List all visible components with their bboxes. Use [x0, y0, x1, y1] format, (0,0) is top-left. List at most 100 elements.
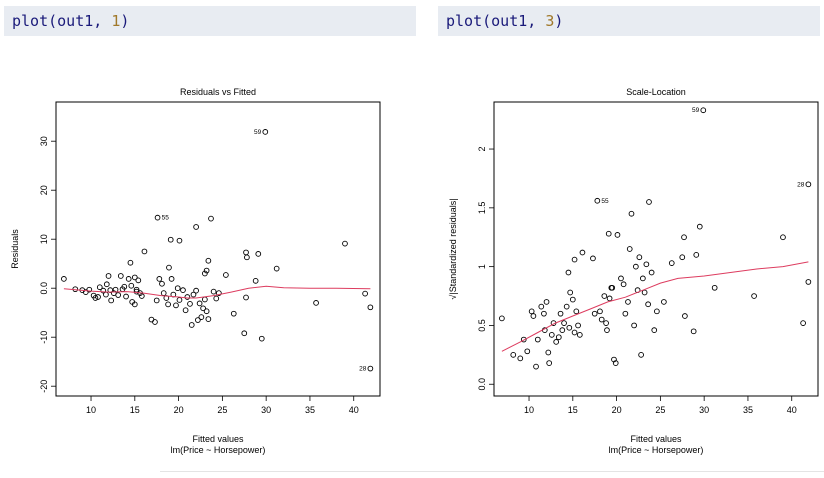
- y-tick-label: 10: [39, 234, 49, 244]
- data-point: [538, 303, 545, 310]
- data-point: [203, 308, 210, 315]
- code-cell-plot-3: plot(out1, 3): [438, 6, 820, 36]
- code-arg: out1: [57, 12, 94, 30]
- code-arg: out1: [491, 12, 528, 30]
- code-fn: plot: [12, 12, 49, 30]
- data-point: [173, 302, 179, 309]
- x-axis-label: Fitted values: [192, 434, 244, 444]
- data-point: [601, 293, 608, 299]
- code-fn: plot: [446, 12, 483, 30]
- data-point: [168, 276, 175, 282]
- data-point: [620, 281, 627, 288]
- code-cell-plot-1: plot(out1, 1): [4, 6, 416, 36]
- data-point: [208, 215, 214, 222]
- data-point: [626, 246, 633, 252]
- x-axis-sublabel: lm(Price ~ Horsepower): [171, 445, 266, 455]
- code-num: 1: [111, 12, 121, 30]
- data-point: [641, 289, 648, 296]
- data-point: [103, 291, 109, 298]
- data-point: [156, 276, 163, 282]
- y-tick-label: 0.0: [477, 378, 487, 391]
- data-point: [681, 234, 687, 241]
- data-point: [223, 272, 229, 278]
- data-point: [711, 284, 718, 291]
- data-point: [367, 365, 374, 372]
- data-point: [195, 317, 201, 323]
- point-label: 28: [797, 181, 805, 188]
- x-tick-label: 25: [655, 405, 665, 415]
- chart-title: Residuals vs Fitted: [180, 87, 256, 97]
- data-point: [605, 230, 612, 237]
- data-point: [625, 299, 631, 305]
- data-point: [571, 329, 578, 336]
- data-point: [603, 320, 609, 326]
- data-point: [541, 310, 547, 317]
- x-axis-label: Fitted values: [630, 434, 682, 444]
- data-point: [127, 259, 134, 266]
- data-point: [530, 313, 537, 319]
- data-point: [107, 287, 114, 294]
- data-point: [95, 294, 101, 300]
- y-axis-label: Residuals: [10, 229, 20, 269]
- data-point: [159, 280, 165, 287]
- data-point: [216, 290, 222, 296]
- point-label: 55: [601, 198, 609, 205]
- x-tick-label: 25: [217, 405, 227, 415]
- point-label: 28: [359, 366, 367, 373]
- divider: [160, 471, 824, 472]
- data-point: [262, 129, 269, 135]
- data-point: [200, 305, 206, 312]
- data-point: [198, 314, 205, 320]
- data-point: [61, 276, 67, 282]
- data-point: [645, 301, 651, 308]
- data-point: [696, 223, 703, 230]
- data-point: [196, 300, 203, 307]
- data-point: [628, 210, 635, 217]
- data-point: [690, 328, 697, 335]
- data-point: [590, 255, 596, 262]
- data-point: [230, 310, 237, 317]
- residuals-vs-fitted-chart: Residuals vs Fitted 10 15 20 25 30 35 40 -20 -10 0…: [10, 87, 381, 455]
- data-point: [210, 288, 217, 295]
- data-point: [123, 293, 129, 300]
- data-point: [313, 300, 319, 306]
- data-point: [569, 296, 576, 303]
- y-tick-label: -10: [39, 331, 49, 344]
- data-point: [573, 308, 580, 315]
- data-point: [202, 296, 208, 303]
- data-point: [622, 310, 629, 317]
- data-point: [243, 249, 249, 256]
- data-point: [92, 295, 99, 301]
- data-point: [640, 275, 646, 282]
- data-point: [125, 276, 132, 282]
- residuals-vs-fitted-panel: Residuals vs Fitted 10 15 20 25 30 35 40 -20 -10 0…: [8, 82, 388, 472]
- data-point: [115, 292, 122, 298]
- data-point: [258, 335, 265, 342]
- x-tick-label: 20: [174, 405, 184, 415]
- data-point: [141, 248, 148, 255]
- data-point: [561, 320, 567, 326]
- data-point: [579, 249, 586, 256]
- x-tick-label: 35: [743, 405, 753, 415]
- y-tick-label: 0.5: [477, 319, 487, 332]
- data-point: [563, 303, 570, 310]
- data-point: [205, 257, 212, 264]
- data-point: [202, 270, 208, 277]
- y-tick-label: -20: [39, 380, 49, 393]
- data-point: [609, 284, 616, 291]
- data-point: [800, 320, 806, 326]
- data-point: [546, 360, 553, 366]
- data-point: [543, 299, 550, 305]
- x-tick-label: 15: [568, 405, 578, 415]
- data-point: [668, 260, 675, 266]
- data-point: [86, 286, 93, 293]
- data-point: [213, 295, 220, 302]
- y-tick-label: 0.0: [39, 282, 49, 295]
- data-point: [176, 297, 183, 303]
- data-point: [96, 284, 103, 291]
- data-point: [606, 295, 613, 302]
- data-point: [566, 324, 573, 331]
- data-point: [612, 360, 619, 366]
- data-point: [533, 363, 539, 370]
- data-point: [135, 277, 142, 284]
